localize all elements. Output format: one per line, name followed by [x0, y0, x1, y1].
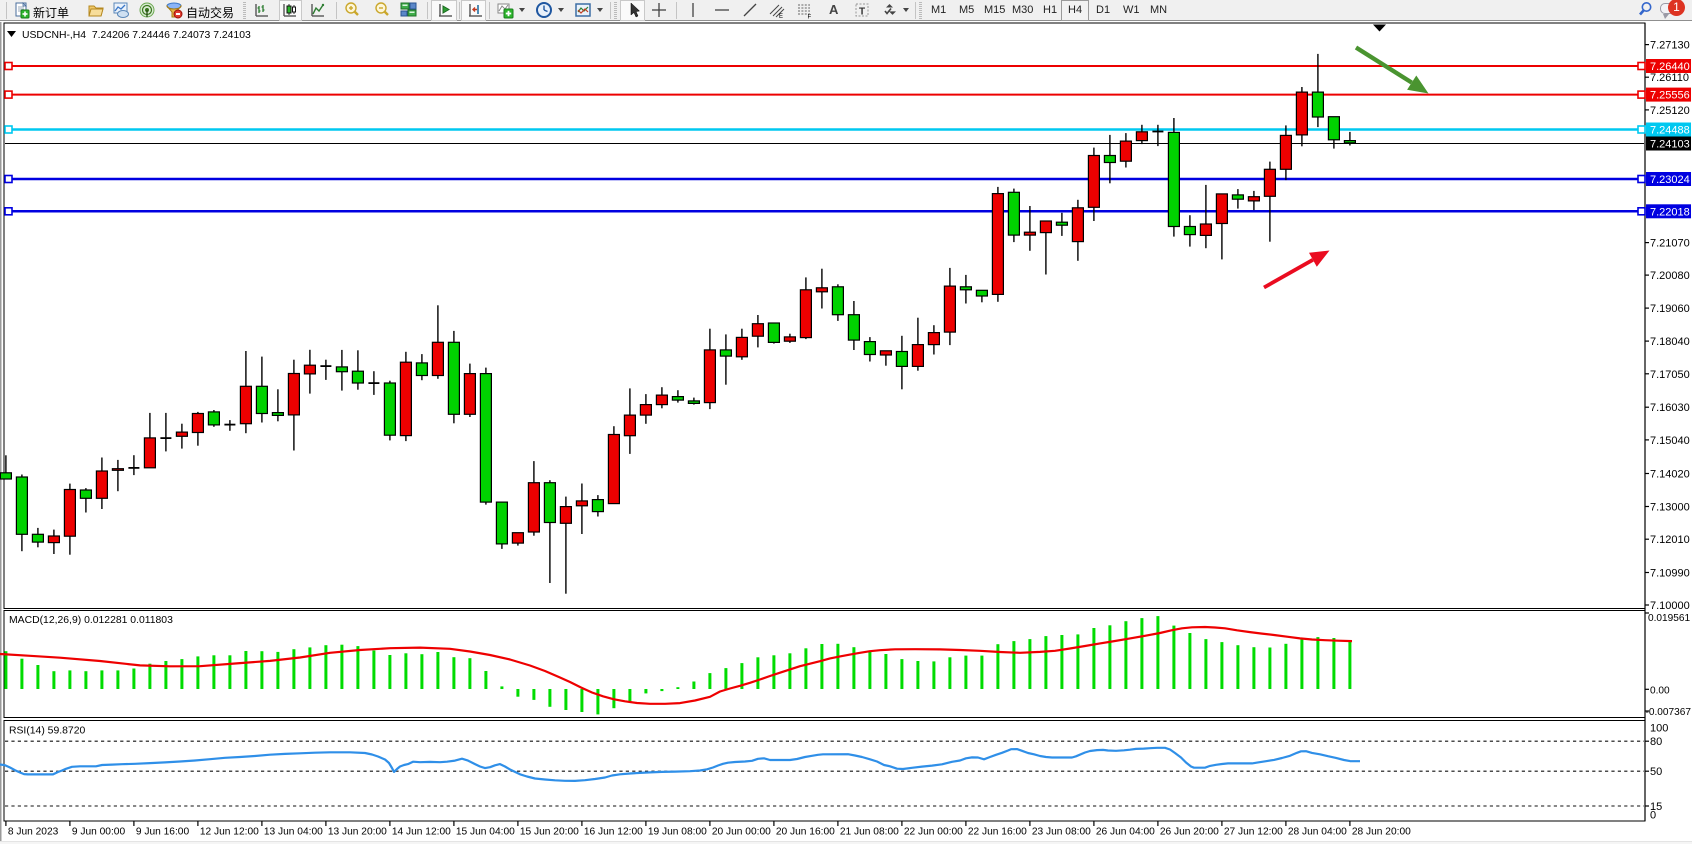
svg-text:USDCNH-,H4 7.24206 7.24446 7.: USDCNH-,H4 7.24206 7.24446 7.24073 7.241… — [22, 30, 251, 41]
svg-text:7.10000: 7.10000 — [1650, 600, 1690, 612]
svg-text:22 Jun 16:00: 22 Jun 16:00 — [968, 827, 1027, 838]
svg-text:8 Jun 2023: 8 Jun 2023 — [8, 827, 59, 838]
svg-text:13 Jun 20:00: 13 Jun 20:00 — [328, 827, 387, 838]
svg-text:RSI(14) 59.8720: RSI(14) 59.8720 — [9, 726, 85, 737]
svg-text:15 Jun 20:00: 15 Jun 20:00 — [520, 827, 579, 838]
svg-text:7.17050: 7.17050 — [1650, 369, 1690, 381]
svg-text:22 Jun 00:00: 22 Jun 00:00 — [904, 827, 963, 838]
svg-text:7.12010: 7.12010 — [1650, 534, 1690, 546]
svg-text:27 Jun 12:00: 27 Jun 12:00 — [1224, 827, 1283, 838]
svg-text:9 Jun 16:00: 9 Jun 16:00 — [136, 827, 190, 838]
svg-text:7.24103: 7.24103 — [1650, 139, 1690, 151]
svg-text:7.21070: 7.21070 — [1650, 238, 1690, 250]
svg-text:13 Jun 04:00: 13 Jun 04:00 — [264, 827, 323, 838]
svg-text:7.10990: 7.10990 — [1650, 568, 1690, 580]
svg-text:9 Jun 00:00: 9 Jun 00:00 — [72, 827, 126, 838]
svg-text:7.20080: 7.20080 — [1650, 270, 1690, 282]
svg-text:7.16030: 7.16030 — [1650, 402, 1690, 414]
svg-text:7.27130: 7.27130 — [1650, 40, 1690, 52]
svg-text:7.26440: 7.26440 — [1650, 61, 1690, 73]
svg-text:26 Jun 04:00: 26 Jun 04:00 — [1096, 827, 1155, 838]
svg-text:50: 50 — [1650, 766, 1662, 778]
svg-text:28 Jun 04:00: 28 Jun 04:00 — [1288, 827, 1347, 838]
svg-text:21 Jun 08:00: 21 Jun 08:00 — [840, 827, 899, 838]
svg-text:7.25120: 7.25120 — [1650, 105, 1690, 117]
svg-text:7.25556: 7.25556 — [1650, 90, 1690, 102]
svg-text:26 Jun 20:00: 26 Jun 20:00 — [1160, 827, 1219, 838]
svg-text:0.019561: 0.019561 — [1648, 613, 1690, 624]
svg-text:7.18040: 7.18040 — [1650, 336, 1690, 348]
svg-text:14 Jun 12:00: 14 Jun 12:00 — [392, 827, 451, 838]
svg-text:7.14020: 7.14020 — [1650, 469, 1690, 481]
svg-text:7.23024: 7.23024 — [1650, 174, 1690, 186]
svg-text:15: 15 — [1650, 801, 1662, 813]
svg-text:100: 100 — [1650, 723, 1668, 735]
svg-text:E: E — [779, 14, 783, 19]
svg-text:16 Jun 12:00: 16 Jun 12:00 — [584, 827, 643, 838]
svg-text:0: 0 — [1650, 810, 1656, 822]
svg-text:80: 80 — [1650, 736, 1662, 748]
svg-text:20 Jun 00:00: 20 Jun 00:00 — [712, 827, 771, 838]
svg-text:23 Jun 08:00: 23 Jun 08:00 — [1032, 827, 1091, 838]
svg-text:-0.007367: -0.007367 — [1646, 707, 1692, 718]
svg-text:7.22018: 7.22018 — [1650, 206, 1690, 218]
svg-text:F: F — [808, 15, 812, 20]
svg-text:19 Jun 08:00: 19 Jun 08:00 — [648, 827, 707, 838]
svg-text:12 Jun 12:00: 12 Jun 12:00 — [200, 827, 259, 838]
svg-text:7.15040: 7.15040 — [1650, 435, 1690, 447]
svg-text:T: T — [859, 7, 865, 18]
svg-text:0.00: 0.00 — [1650, 685, 1670, 696]
svg-text:15 Jun 04:00: 15 Jun 04:00 — [456, 827, 515, 838]
svg-text:7.24488: 7.24488 — [1650, 125, 1690, 137]
svg-text:7.26110: 7.26110 — [1650, 72, 1689, 84]
svg-text:7.13000: 7.13000 — [1650, 502, 1690, 514]
svg-text:28 Jun 20:00: 28 Jun 20:00 — [1352, 827, 1411, 838]
svg-text:20 Jun 16:00: 20 Jun 16:00 — [776, 827, 835, 838]
svg-text:7.19060: 7.19060 — [1650, 303, 1690, 315]
svg-text:MACD(12,26,9) 0.012281 0.01180: MACD(12,26,9) 0.012281 0.011803 — [9, 615, 173, 626]
